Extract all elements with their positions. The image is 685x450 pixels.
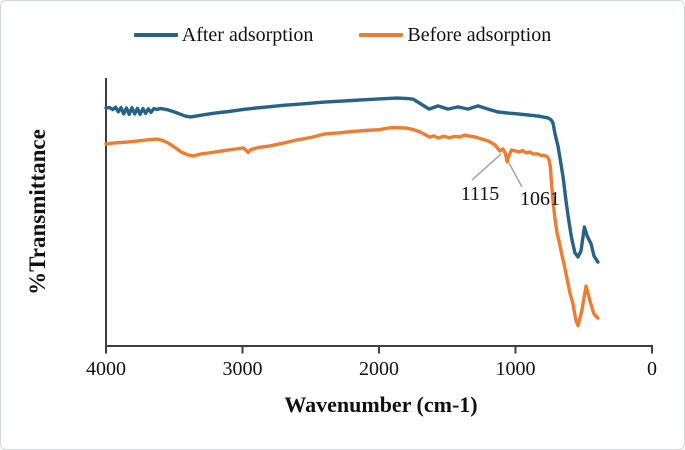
annotations-layer: 1115 1061 <box>461 153 560 210</box>
y-axis-title: %Transmittance <box>25 129 50 295</box>
legend-label-after-adsorption: After adsorption <box>181 24 314 46</box>
legend: After adsorption Before adsorption <box>1 25 684 45</box>
annotation-leader-1061 <box>508 162 523 188</box>
x-tick-label: 2000 <box>359 358 399 380</box>
x-tick-label: 1000 <box>496 358 536 380</box>
annotation-leader-1115 <box>471 153 502 181</box>
x-tick-label: 0 <box>647 358 657 380</box>
x-tick-label: 4000 <box>86 358 126 380</box>
legend-label-before-adsorption: Before adsorption <box>407 24 552 46</box>
legend-swatch-after-adsorption <box>133 33 178 37</box>
x-tick-label: 3000 <box>223 358 263 380</box>
series-line-before-adsorption <box>104 125 600 328</box>
series-layer <box>104 96 600 328</box>
x-axis-title: Wavenumber (cm-1) <box>284 392 477 417</box>
legend-swatch-before-adsorption <box>359 33 404 37</box>
annotation-label-1061: 1061 <box>520 188 560 210</box>
legend-item-before-adsorption: Before adsorption <box>359 25 551 45</box>
annotation-label-1115: 1115 <box>461 183 500 205</box>
legend-item-after-adsorption: After adsorption <box>133 24 314 46</box>
x-axis-ticks: 4000 3000 2000 1000 0 <box>86 346 657 380</box>
series-line-after-adsorption <box>104 96 600 264</box>
